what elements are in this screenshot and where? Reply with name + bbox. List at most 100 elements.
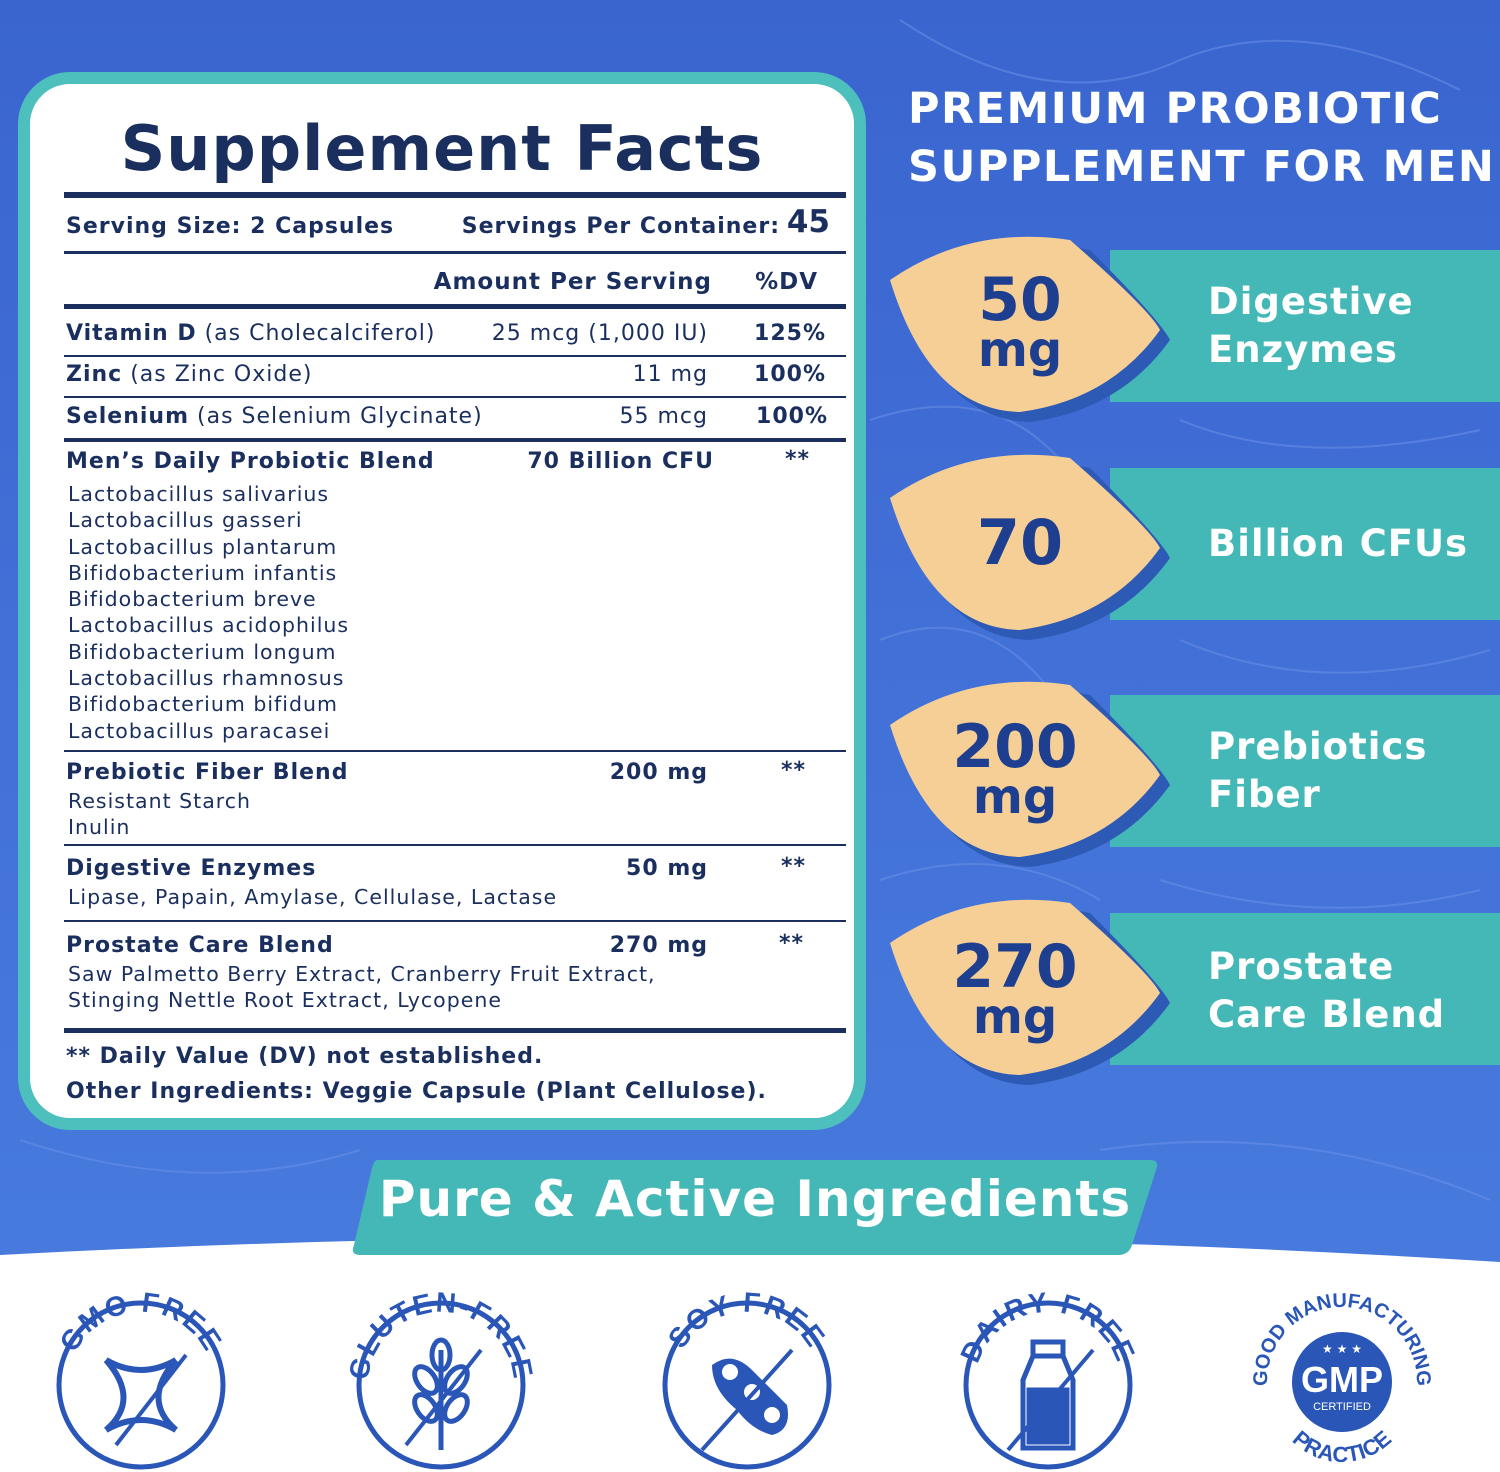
divider — [64, 750, 846, 752]
nutrient-amount: 55 mcg — [619, 404, 708, 429]
probiotic-blend-name: Men’s Daily Probiotic Blend — [66, 449, 435, 474]
footnote: ** Daily Value (DV) not established. — [66, 1044, 544, 1069]
enzymes-list: Lipase, Papain, Amylase, Cellulase, Lact… — [68, 884, 557, 910]
stat-unit: mg — [977, 322, 1063, 378]
list-item: Lactobacillus plantarum — [68, 534, 338, 559]
divider — [64, 396, 846, 398]
list-item: Inulin — [68, 815, 131, 840]
badge-center-text: GMP — [1301, 1359, 1383, 1400]
divider — [64, 355, 846, 357]
facts-title: Supplement Facts — [120, 112, 764, 185]
list-item: Resistant Starch — [68, 789, 251, 813]
stat-label: Prostate Care Blend — [1208, 943, 1445, 1039]
nutrient-amount: 25 mcg (1,000 IU) — [491, 321, 708, 346]
nutrient-row: Zinc (as Zinc Oxide) — [66, 362, 312, 387]
badge-center-subtext: CERTIFIED — [1313, 1401, 1371, 1413]
servings-per-container-value: 45 — [786, 204, 830, 240]
other-ingredients: Other Ingredients: Veggie Capsule (Plant… — [66, 1079, 767, 1104]
nutrient-row: Selenium (as Selenium Glycinate) — [66, 404, 483, 429]
prostate-blend-name: Prostate Care Blend — [66, 933, 334, 958]
supplement-facts-panel: Supplement Facts Serving Size: 2 Capsule… — [18, 72, 866, 1130]
stat-label: Digestive Enzymes — [1208, 278, 1414, 374]
gmp-seal-icon: ★ ★ ★ GMP CERTIFIED — [1292, 1332, 1392, 1432]
stat-ribbon-digestive — [890, 236, 1500, 422]
nutrient-source: (as Selenium Glycinate) — [189, 404, 483, 429]
prostate-blend-amount: 270 mg — [609, 933, 708, 958]
stat-label-line: Prostate — [1208, 945, 1395, 988]
svg-text:SOY FREE: SOY FREE — [662, 1287, 832, 1354]
stat-value: 270 — [952, 932, 1078, 1002]
divider — [64, 1028, 846, 1033]
nutrient-dv: 100% — [754, 362, 826, 387]
nutrient-source: (as Cholecalciferol) — [196, 321, 436, 346]
list-item: Lactobacillus acidophilus — [68, 613, 350, 638]
list-item: Lipase, Papain, Amylase, Cellulase, Lact… — [68, 885, 558, 909]
stat-ribbon-prostate — [890, 899, 1500, 1085]
list-item: Stinging Nettle Root Extract, Lycopene — [68, 988, 502, 1013]
divider — [64, 920, 846, 922]
headline-line-2: SUPPLEMENT FOR MEN — [908, 142, 1496, 192]
stat-number: 50 mg — [930, 265, 1110, 378]
stat-graphics — [890, 236, 1500, 1085]
nutrient-name: Selenium — [66, 404, 190, 429]
stat-number: 70 — [930, 506, 1110, 579]
nutrient-row: Vitamin D (as Cholecalciferol) — [66, 321, 435, 346]
soy-free-badge: SOY FREE — [662, 1287, 832, 1470]
enzymes-dv: ** — [780, 854, 806, 879]
prebiotic-blend-amount: 200 mg — [609, 760, 708, 785]
divider — [64, 192, 846, 198]
stat-label: Billion CFUs — [1208, 520, 1468, 568]
stat-value: 200 — [952, 712, 1078, 782]
nutrient-dv: 125% — [754, 321, 826, 346]
banner-shape — [352, 1160, 1158, 1255]
stat-number: 270 mg — [920, 932, 1110, 1045]
headline-line-1: PREMIUM PROBIOTIC — [908, 84, 1443, 134]
wheat-icon — [404, 1337, 483, 1450]
gluten-free-badge: GLUTEN-FREE — [346, 1286, 536, 1470]
headline: PREMIUM PROBIOTIC SUPPLEMENT FOR MEN — [908, 80, 1495, 196]
stat-label-line: Fiber — [1208, 773, 1321, 816]
banner-title: Pure & Active Ingredients — [378, 1170, 1132, 1228]
stat-label-line: Care Blend — [1208, 993, 1446, 1036]
list-item: Lactobacillus rhamnosus — [68, 666, 345, 691]
stat-unit: mg — [972, 989, 1058, 1045]
badge-text: SOY FREE — [662, 1287, 830, 1354]
stat-ribbon-prebiotic — [890, 681, 1500, 867]
list-item: Lactobacillus paracasei — [68, 718, 331, 743]
prebiotic-blend-name: Prebiotic Fiber Blend — [66, 760, 349, 785]
list-item: Bifidobacterium breve — [68, 587, 317, 612]
list-item: Bifidobacterium infantis — [68, 560, 338, 585]
stat-unit: mg — [972, 769, 1058, 825]
nutrient-name: Zinc — [66, 362, 123, 387]
header-amount: Amount Per Serving — [433, 269, 712, 295]
dairy-free-badge: DAIRY FREE — [954, 1286, 1140, 1470]
divider — [64, 304, 846, 309]
prostate-blend-dv: ** — [778, 931, 804, 956]
list-item: Bifidobacterium longum — [68, 639, 337, 664]
prebiotic-list: Resistant Starch Inulin — [68, 788, 251, 841]
stat-number: 200 mg — [920, 712, 1110, 825]
probiotic-blend-amount: 70 Billion CFU — [527, 449, 714, 474]
gmo-free-badge: GMO FREE — [53, 1287, 227, 1470]
nutrient-source: (as Zinc Oxide) — [122, 362, 313, 387]
stat-value: 50 — [978, 265, 1062, 335]
stat-ribbon-cfu — [890, 454, 1500, 640]
soybean-icon — [700, 1348, 794, 1452]
svg-text:★ ★ ★: ★ ★ ★ — [1322, 1342, 1362, 1356]
nutrient-amount: 11 mg — [632, 362, 708, 387]
servings-per-container-label: Servings Per Container: — [461, 214, 780, 239]
enzymes-amount: 50 mg — [626, 856, 708, 881]
stat-label-line: Enzymes — [1208, 328, 1398, 371]
probiotic-strain-list: Lactobacillus salivarius Lactobacillus g… — [68, 481, 349, 744]
prostate-list: Saw Palmetto Berry Extract, Cranberry Fr… — [68, 961, 656, 1014]
stat-label-line: Digestive — [1208, 280, 1414, 323]
milk-bottle-icon — [1006, 1339, 1095, 1452]
stat-label-line: Billion CFUs — [1208, 522, 1469, 565]
divider — [64, 438, 846, 442]
prebiotic-blend-dv: ** — [780, 758, 806, 783]
list-item: Lactobacillus gasseri — [68, 508, 303, 533]
enzymes-name: Digestive Enzymes — [66, 856, 317, 881]
list-item: Lactobacillus salivarius — [68, 482, 330, 506]
stat-value: 70 — [976, 506, 1064, 579]
list-item: Bifidobacterium bifidum — [68, 692, 338, 717]
